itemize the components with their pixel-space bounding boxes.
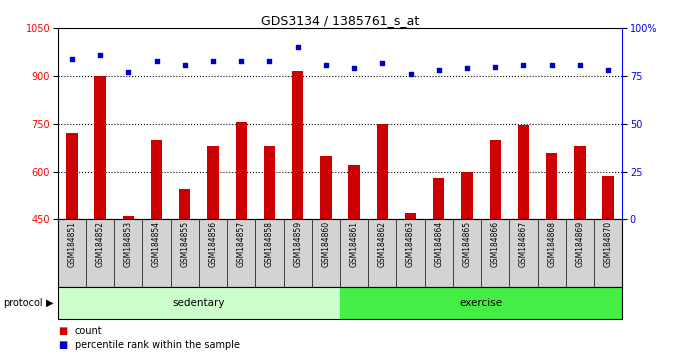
Text: GSM184860: GSM184860 [322,221,330,267]
Text: GSM184853: GSM184853 [124,221,133,267]
Point [546,62,557,68]
Bar [207,146,219,354]
Point [377,60,388,65]
Point [349,65,360,71]
Bar [320,156,332,354]
Bar [264,146,275,354]
Text: GSM184864: GSM184864 [435,221,443,267]
Point [123,69,134,75]
Text: GSM184856: GSM184856 [209,221,218,267]
Text: ▶: ▶ [46,298,53,308]
Point [462,65,473,71]
Point [602,68,613,73]
Bar [348,165,360,354]
Bar [377,124,388,354]
Bar [66,133,78,354]
Bar [433,178,445,354]
Text: ■: ■ [58,326,67,336]
Bar [405,213,416,354]
Text: GSM184868: GSM184868 [547,221,556,267]
Point [95,52,105,58]
Text: GSM184861: GSM184861 [350,221,358,267]
Bar [461,172,473,354]
Text: GSM184857: GSM184857 [237,221,245,267]
Text: GSM184869: GSM184869 [575,221,584,267]
Bar [58,287,340,319]
Text: GSM184870: GSM184870 [604,221,613,267]
Bar [122,216,134,354]
Point [320,62,331,68]
Bar [574,146,585,354]
Bar [602,176,614,354]
Text: GSM184851: GSM184851 [67,221,76,267]
Text: count: count [75,326,103,336]
Text: GSM184852: GSM184852 [96,221,105,267]
Text: exercise: exercise [460,298,503,308]
Text: GDS3134 / 1385761_s_at: GDS3134 / 1385761_s_at [261,14,419,27]
Point [67,56,78,62]
Point [433,68,444,73]
Text: GSM184862: GSM184862 [378,221,387,267]
Bar [179,189,190,354]
Bar [340,287,622,319]
Text: GSM184866: GSM184866 [491,221,500,267]
Text: sedentary: sedentary [173,298,225,308]
Bar [517,126,529,354]
Text: GSM184865: GSM184865 [462,221,471,267]
Point [180,62,190,68]
Point [575,62,585,68]
Point [264,58,275,64]
Bar [151,140,163,354]
Text: GSM184863: GSM184863 [406,221,415,267]
Bar [235,122,247,354]
Text: ■: ■ [58,340,67,350]
Bar [95,76,106,354]
Text: GSM184867: GSM184867 [519,221,528,267]
Text: percentile rank within the sample: percentile rank within the sample [75,340,240,350]
Point [292,45,303,50]
Point [490,64,500,69]
Text: GSM184858: GSM184858 [265,221,274,267]
Point [151,58,162,64]
Bar [546,153,558,354]
Text: protocol: protocol [3,298,43,308]
Bar [292,72,303,354]
Bar [490,140,501,354]
Point [207,58,218,64]
Text: GSM184859: GSM184859 [293,221,302,267]
Text: GSM184855: GSM184855 [180,221,189,267]
Point [405,72,416,77]
Point [518,62,529,68]
Text: GSM184854: GSM184854 [152,221,161,267]
Point [236,58,247,64]
